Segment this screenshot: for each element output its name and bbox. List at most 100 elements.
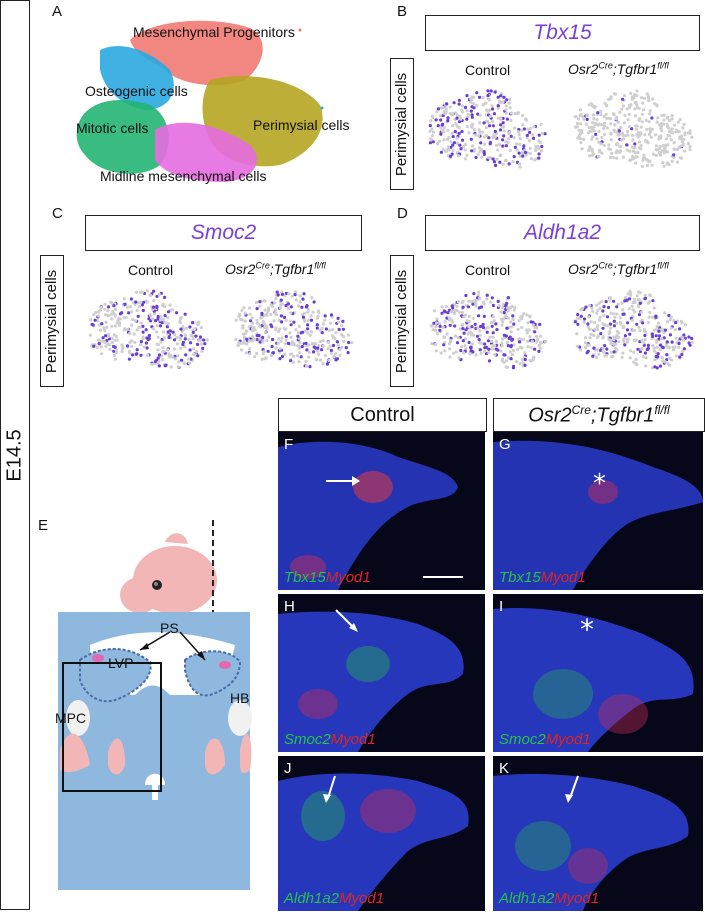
- feature-dot: [599, 123, 603, 127]
- feature-dot: [594, 355, 598, 359]
- feature-dot: [156, 315, 160, 319]
- feature-dot: [487, 156, 491, 160]
- feature-dot: [597, 140, 601, 144]
- feature-dot: [152, 299, 156, 303]
- feature-dot: [518, 362, 522, 366]
- feature-dot: [505, 98, 509, 102]
- feature-dot: [621, 308, 625, 312]
- cond-mutant-d: Osr2Cre;Tgfbr1fl/fl: [568, 260, 669, 277]
- svg-text:*: *: [580, 613, 594, 646]
- feature-dot: [449, 338, 453, 343]
- feature-dot: [445, 316, 449, 320]
- feature-dot: [608, 155, 612, 159]
- feature-dot: [462, 331, 466, 335]
- feature-dot: [663, 311, 667, 315]
- feature-dot: [472, 299, 476, 303]
- feature-dot: [637, 325, 641, 329]
- feature-dot: [457, 131, 461, 136]
- feature-dot: [647, 300, 651, 304]
- feature-dot: [498, 99, 502, 103]
- feature-dot: [155, 330, 159, 334]
- feature-dot: [638, 117, 642, 121]
- feature-dot: [251, 321, 255, 325]
- feature-dot: [512, 322, 516, 326]
- feature-dot: [670, 131, 675, 135]
- feature-dot: [161, 346, 165, 350]
- feature-dot: [621, 131, 625, 135]
- feature-dot: [588, 146, 592, 150]
- cond-mutant-c: Osr2Cre;Tgfbr1fl/fl: [225, 260, 326, 277]
- header-mutant: Osr2Cre;Tgfbr1fl/fl: [493, 398, 705, 432]
- feature-dot: [665, 353, 669, 357]
- feature-dot: [648, 109, 652, 113]
- feature-dot: [180, 358, 184, 362]
- feature-dot: [615, 348, 619, 352]
- feature-dot: [538, 346, 542, 350]
- feature-dot: [106, 342, 110, 346]
- feature-dot: [688, 129, 692, 133]
- feature-dot: [487, 98, 491, 102]
- feature-dot: [632, 96, 636, 100]
- feature-dot: [507, 162, 511, 166]
- feature-dot: [500, 344, 504, 348]
- feature-dot: [676, 120, 680, 124]
- feature-dot: [587, 303, 591, 307]
- feature-dot: [670, 114, 674, 118]
- feature-dot: [588, 336, 592, 340]
- feature-dot: [655, 120, 659, 124]
- feature-dot: [493, 129, 497, 134]
- feature-dot: [600, 135, 604, 140]
- feature-dot: [327, 358, 331, 363]
- feature-dot: [491, 303, 495, 308]
- feature-dot: [620, 355, 624, 360]
- feature-dot: [612, 350, 616, 354]
- feature-dot: [585, 117, 589, 121]
- feature-dot: [678, 355, 682, 359]
- row-label-d: Perimysial cells: [393, 269, 411, 373]
- feature-dot: [104, 334, 108, 338]
- feature-dot: [513, 126, 517, 130]
- feature-dot: [598, 315, 602, 319]
- feature-dot: [601, 335, 605, 339]
- feature-dot: [482, 150, 486, 154]
- feature-dot: [616, 302, 620, 306]
- feature-dot: [655, 345, 659, 349]
- feature-dot: [450, 131, 454, 135]
- feature-dot: [450, 152, 454, 156]
- feature-dot: [102, 340, 106, 344]
- feature-dot: [118, 317, 122, 321]
- feature-dot: [265, 313, 269, 317]
- feature-dot: [118, 321, 122, 325]
- feature-dot: [488, 114, 493, 118]
- feature-dot: [273, 301, 277, 305]
- feature-dot: [640, 96, 644, 100]
- feature-dot: [588, 327, 592, 331]
- feature-dot: [673, 345, 677, 349]
- feature-dot: [499, 116, 503, 120]
- feature-dot: [531, 133, 535, 137]
- feature-dot: [480, 155, 484, 159]
- feature-dot: [240, 308, 244, 313]
- feature-dot: [504, 111, 508, 115]
- feature-dot: [166, 316, 170, 320]
- feature-dot: [647, 132, 651, 136]
- feature-dot: [493, 343, 497, 348]
- feature-dot: [163, 314, 167, 318]
- feature-dot: [664, 137, 669, 141]
- feature-dot: [478, 296, 482, 300]
- feature-dot: [637, 313, 642, 317]
- feature-dot: [508, 106, 512, 110]
- feature-dot: [609, 311, 613, 315]
- feature-dot: [252, 326, 256, 330]
- feature-dot: [328, 328, 332, 332]
- feature-dot: [622, 94, 626, 98]
- feature-dot: [592, 117, 596, 121]
- feature-dot: [109, 312, 114, 316]
- feature-dot: [637, 134, 641, 138]
- feature-dot: [540, 149, 544, 153]
- feature-dot: [257, 333, 261, 338]
- feature-dot: [491, 314, 495, 319]
- feature-dot: [451, 124, 455, 128]
- feature-dot: [650, 334, 655, 338]
- feature-dot: [491, 347, 495, 351]
